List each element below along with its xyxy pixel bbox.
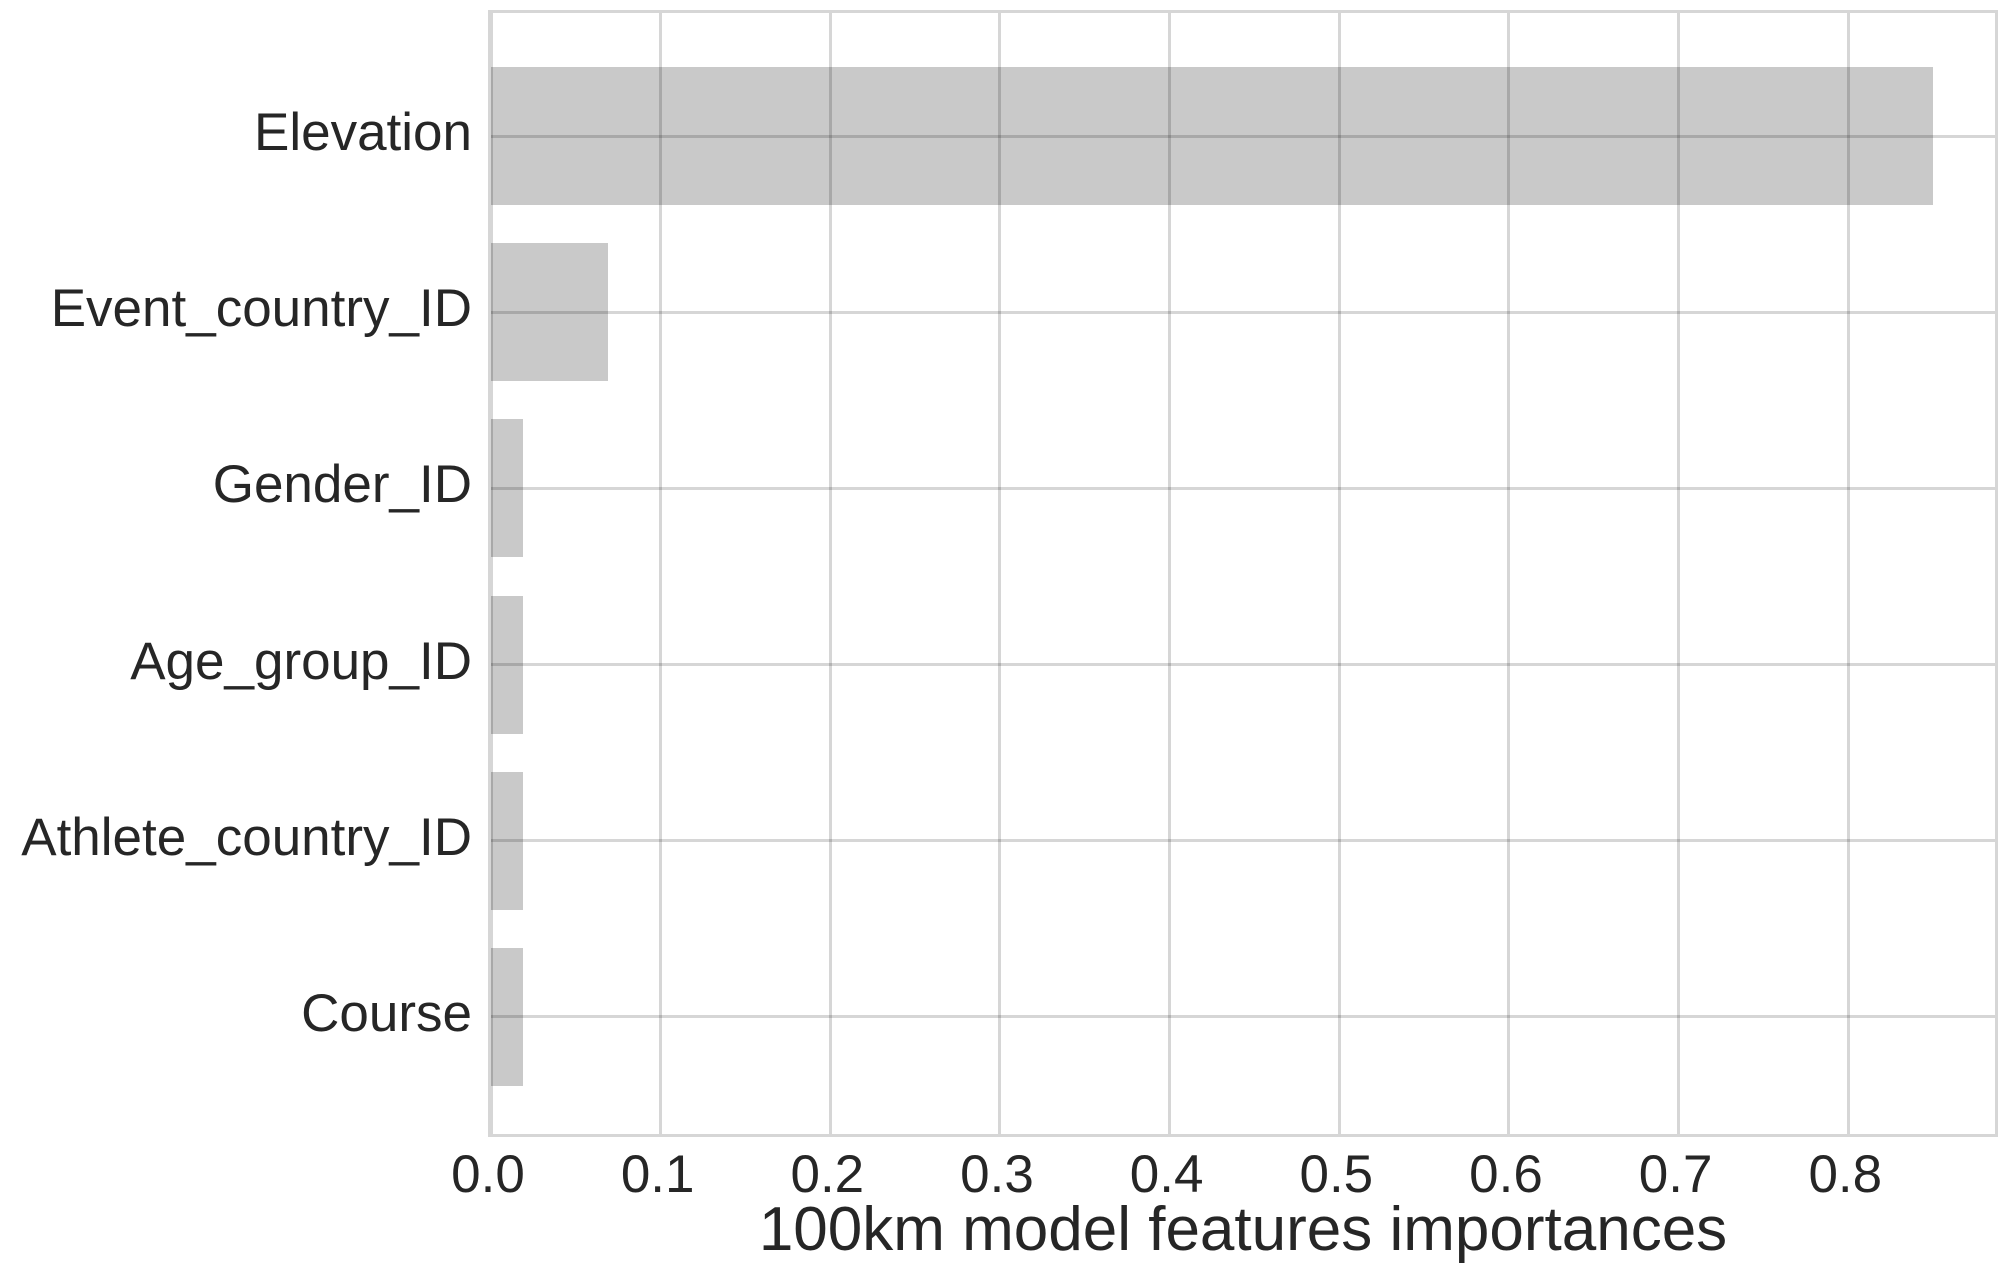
- bar-elevation: [491, 67, 1934, 206]
- bars-layer: [491, 13, 1995, 1134]
- x-tick-label-0.4: 0.4: [1129, 1145, 1204, 1204]
- x-tick-label-0.8: 0.8: [1808, 1145, 1883, 1204]
- gridline-vertical: [1337, 13, 1341, 1134]
- bar-athlete_country_id: [491, 771, 524, 910]
- gridline-vertical: [828, 13, 832, 1134]
- x-tick-label-0.6: 0.6: [1469, 1145, 1543, 1204]
- gridline-vertical: [659, 13, 663, 1134]
- bar-course: [491, 947, 524, 1086]
- gridline-horizontal: [491, 663, 1995, 667]
- x-tick-label-0.5: 0.5: [1299, 1145, 1374, 1204]
- gridline-horizontal: [491, 134, 1995, 138]
- x-tick-label-0.1: 0.1: [620, 1145, 695, 1204]
- gridline-vertical: [491, 13, 493, 1134]
- x-axis-label: 100km model features importances: [758, 1195, 1728, 1264]
- y-axis-label-age_group_id: Age_group_ID: [130, 631, 472, 691]
- y-axis-label-elevation: Elevation: [253, 103, 472, 163]
- bar-age_group_id: [491, 595, 524, 734]
- bar-gender_id: [491, 419, 524, 558]
- gridline-horizontal: [491, 310, 1995, 314]
- x-tick-label-0.3: 0.3: [960, 1145, 1034, 1204]
- gridline-vertical: [1677, 13, 1681, 1134]
- gridline-vertical: [1846, 13, 1850, 1134]
- y-axis-label-course: Course: [301, 983, 472, 1043]
- gridline-horizontal: [491, 486, 1995, 490]
- gridline-horizontal: [491, 839, 1995, 843]
- bar-event_country_id: [491, 243, 609, 382]
- x-tick-label-0.2: 0.2: [790, 1145, 865, 1204]
- y-axis-label-gender_id: Gender_ID: [212, 455, 472, 515]
- x-tick-label-0.0: 0.0: [451, 1145, 525, 1204]
- gridline-vertical: [1507, 13, 1511, 1134]
- y-axis-label-event_country_id: Event_country_ID: [50, 279, 472, 339]
- gridline-vertical: [998, 13, 1002, 1134]
- plot-area: [488, 10, 1998, 1137]
- x-tick-label-0.7: 0.7: [1638, 1145, 1713, 1204]
- grid-layer: [491, 13, 1995, 1134]
- y-axis-label-athlete_country_id: Athlete_country_ID: [21, 807, 472, 867]
- gridline-vertical: [1168, 13, 1172, 1134]
- gridline-horizontal: [491, 1015, 1995, 1019]
